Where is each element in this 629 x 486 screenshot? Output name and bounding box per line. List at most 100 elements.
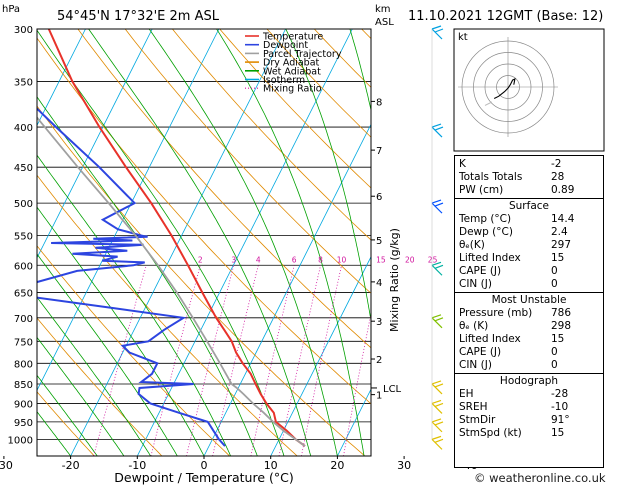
wind-barb-flag (434, 202, 444, 207)
index-row: K -2 (455, 158, 603, 171)
temperature-tick-label: -10 (128, 459, 146, 472)
wind-barb-flag (431, 418, 442, 423)
mixing-ratio-line (212, 265, 259, 456)
mixing-ratio-label: 4 (256, 255, 261, 264)
index-label: Dewp (°C) (459, 226, 513, 238)
index-row: Dewp (°C) 2.4 (455, 226, 603, 239)
index-value: 298 (551, 320, 572, 332)
index-row: Lifted Index 15 (455, 333, 603, 346)
wind-barb-flag (431, 199, 442, 204)
dry-adiabat-line (37, 174, 298, 456)
index-row: StmSpd (kt) 15 (455, 427, 603, 440)
index-label: StmDir (459, 414, 496, 426)
profile-lines (37, 29, 306, 447)
km-tick-label: 8 (376, 97, 382, 108)
axes: 2 3 4 6 8 10 15 20 25300350400450500550600650700… (0, 25, 478, 472)
index-value: 2.4 (551, 226, 568, 238)
hodograph-trace-extrapolated (484, 101, 493, 106)
lcl-label: LCL (383, 384, 402, 395)
pressure-tick-label: 600 (14, 261, 33, 272)
index-label: K (459, 158, 466, 170)
hodograph-unit: kt (458, 32, 468, 43)
index-row: Totals Totals 28 (455, 171, 603, 184)
index-value: 14.4 (551, 213, 575, 225)
wind-barb-flag (431, 435, 442, 440)
index-row: Lifted Index 15 (455, 252, 603, 265)
index-row: CAPE (J) 0 (455, 346, 603, 359)
pressure-tick-label: 500 (14, 199, 33, 210)
index-section-title: Surface (455, 198, 603, 213)
mixing-ratio-axis-title: Mixing Ratio (g/kg) (388, 228, 401, 332)
wind-barb-staff (431, 421, 443, 433)
wind-barb-flag (434, 438, 444, 443)
index-section-title: Hodograph (455, 373, 603, 388)
index-row: PW (cm) 0.89 (455, 184, 603, 197)
mixing-ratio-label: 10 (337, 255, 347, 264)
pressure-tick-label: 1000 (8, 435, 33, 446)
temperature-tick-label: 0 (201, 459, 208, 472)
index-label: Totals Totals (459, 171, 523, 183)
wind-barb-staff (431, 28, 443, 40)
background-lines (37, 29, 444, 456)
wind-barb-flag (434, 28, 444, 33)
wind-barb-flag (431, 25, 442, 30)
isotherm-line (203, 123, 371, 456)
mixing-ratio-label: 3 (231, 255, 236, 264)
mixing-ratio-line (186, 265, 235, 456)
mixing-ratio-label: 2 (198, 255, 203, 264)
pressure-tick-label: 450 (14, 163, 33, 174)
dry-adiabat-line (37, 37, 371, 405)
indices-panel: K -2 Totals Totals 28 PW (cm) 0.89 Surface Temp… (454, 155, 604, 468)
mixing-ratio-line (399, 265, 433, 456)
mixing-ratio-line (250, 265, 295, 456)
header-location: 54°45'N 17°32'E 2m ASL (57, 9, 220, 24)
index-label: Lifted Index (459, 333, 521, 345)
pressure-tick-label: 300 (14, 25, 33, 36)
hodograph-trace (493, 78, 516, 99)
wind-barb-flag (434, 421, 444, 426)
km-tick-label: 3 (376, 317, 382, 328)
pressure-tick-label: 400 (14, 123, 33, 134)
wind-barb-flag (431, 314, 442, 319)
isotherm-line (37, 29, 86, 127)
wind-barb-flag (434, 402, 444, 408)
isotherm-line (37, 29, 153, 259)
mixing-ratio-label: 8 (318, 255, 323, 264)
wet-adiabat-line (37, 253, 178, 456)
dry-adiabat-line (37, 245, 230, 456)
mixing-ratio-label: 15 (376, 255, 386, 264)
pressure-tick-label: 700 (14, 314, 33, 325)
pressure-tick-label: 850 (14, 380, 33, 391)
index-value: 0 (551, 265, 558, 277)
header-datetime: 11.10.2021 12GMT (Base: 12) (408, 9, 603, 24)
asl-label: ASL (375, 17, 394, 28)
copyright: © weatheronline.co.uk (474, 471, 606, 485)
x-axis-title: Dewpoint / Temperature (°C) (114, 470, 293, 485)
dry-adiabat-line (37, 391, 95, 456)
index-row: Pressure (mb) 786 (455, 307, 603, 320)
wet-adiabat-line (285, 29, 371, 323)
index-value: 0 (551, 359, 558, 371)
index-label: θₑ (K) (459, 320, 489, 332)
mixing-ratio-label: 20 (405, 255, 415, 264)
dry-adiabat-line (77, 29, 371, 349)
index-label: CIN (J) (459, 278, 492, 290)
index-value: -2 (551, 158, 562, 170)
wet-adiabat-line (37, 296, 151, 456)
index-label: CIN (J) (459, 359, 492, 371)
km-tick-label: 5 (376, 236, 382, 247)
wet-adiabat-line (406, 29, 444, 456)
dry-adiabat-line (124, 29, 371, 294)
wet-adiabat-line (37, 374, 98, 456)
isotherm-line (70, 29, 286, 456)
km-tick-label: 2 (376, 355, 382, 366)
dry-adiabat-line (37, 105, 366, 456)
index-value: -10 (551, 401, 569, 413)
y-axis-unit: hPa (2, 4, 20, 15)
wind-barb-staff (431, 383, 443, 395)
index-row: CIN (J) 0 (455, 359, 603, 372)
index-value: 786 (551, 307, 572, 319)
index-row: Temp (°C) 14.4 (455, 213, 603, 226)
wind-barb-staff (431, 317, 443, 329)
